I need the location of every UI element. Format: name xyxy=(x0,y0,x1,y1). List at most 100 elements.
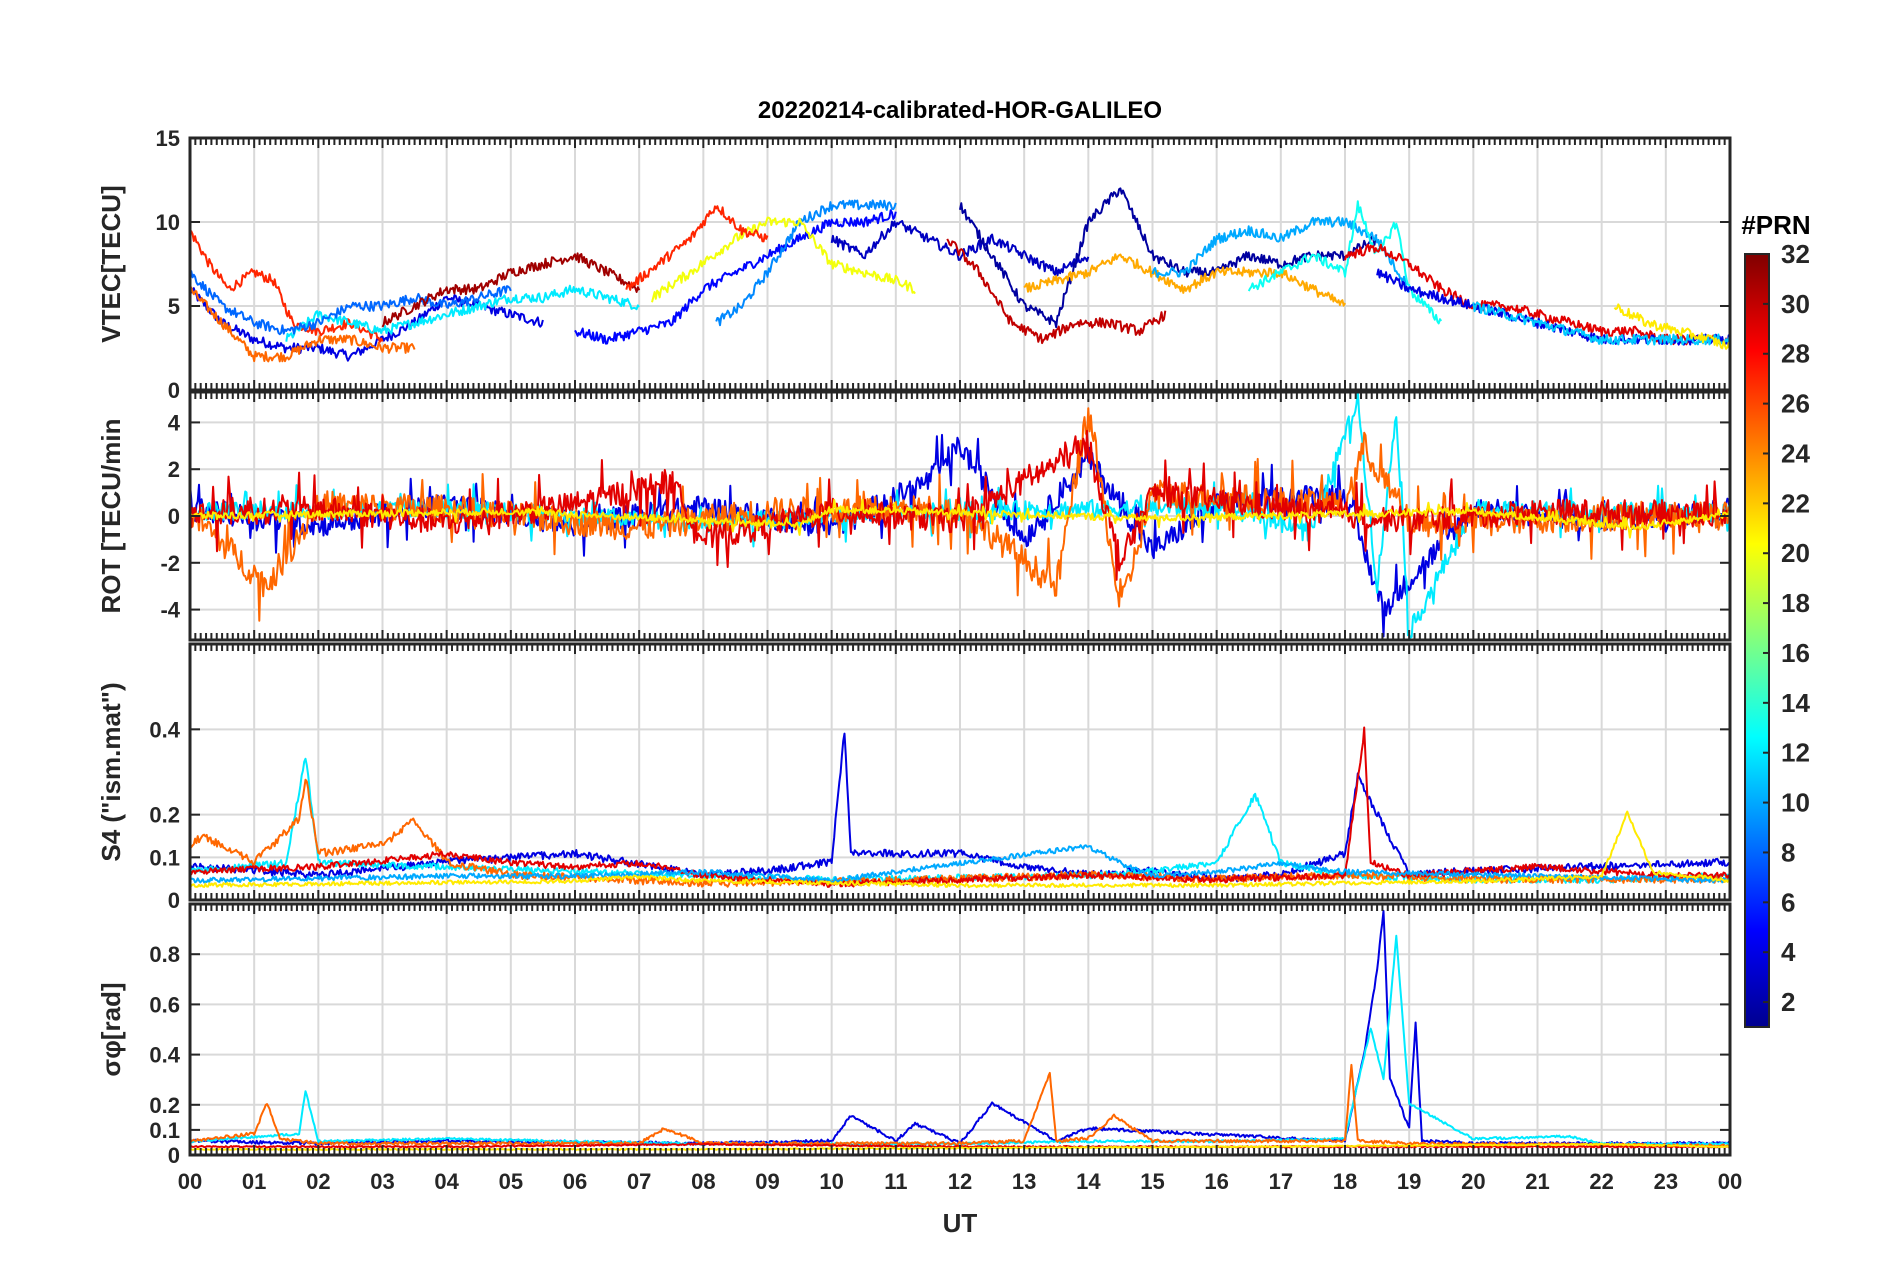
x-tick-label: 12 xyxy=(948,1169,972,1194)
x-tick-label: 03 xyxy=(370,1169,394,1194)
x-tick-label: 05 xyxy=(499,1169,523,1194)
panel-vtec-ytick-label: 10 xyxy=(156,210,180,235)
panel-sigma-ytick-label: 0 xyxy=(168,1143,180,1168)
panel-vtec-ylabel: VTEC[TECU] xyxy=(96,185,126,342)
panel-rot-ytick-label: 0 xyxy=(168,504,180,529)
x-axis-label: UT xyxy=(943,1208,978,1238)
panel-s4-ytick-label: 0 xyxy=(168,888,180,913)
x-tick-label: 08 xyxy=(691,1169,715,1194)
panel-vtec-series-6-prn-5 xyxy=(574,209,897,345)
panel-rot-series-4-prn-21 xyxy=(190,498,1730,539)
panel-rot-ytick-label: -2 xyxy=(160,551,180,576)
panel-s4-ytick-label: 0.2 xyxy=(149,803,180,828)
chart-title: 20220214-calibrated-HOR-GALILEO xyxy=(758,97,1162,124)
panel-s4: 0 0.1 0.2 0.4 S4 ("ism.mat") xyxy=(96,642,1732,913)
colorbar-tick-label: 28 xyxy=(1781,339,1810,369)
colorbar-tick-label: 24 xyxy=(1781,438,1810,468)
panel-vtec-series-15-prn-13 xyxy=(1247,200,1443,325)
colorbar-tick-label: 8 xyxy=(1781,837,1795,867)
panel-vtec-series-1-prn-27 xyxy=(190,229,384,343)
panel-vtec-series-10-prn-3 xyxy=(830,220,1090,277)
colorbar-gradient-bar xyxy=(1744,253,1770,1028)
panel-vtec-series-19-prn-21 xyxy=(1613,303,1730,353)
panel-vtec-ytick-label: 15 xyxy=(156,126,180,151)
panel-vtec-series-14-prn-10 xyxy=(1151,216,1411,293)
x-tick-label: 00 xyxy=(178,1169,202,1194)
panel-s4-ytick-label: 0.1 xyxy=(149,845,180,870)
panel-rot-ytick-label: -4 xyxy=(160,598,180,623)
panel-s4-ylabel: S4 ("ism.mat") xyxy=(96,682,126,861)
panel-rot: -4 -2 0 2 4 ROT [TECU/min xyxy=(96,390,1732,642)
x-tick-label: 18 xyxy=(1333,1169,1357,1194)
x-tick-label: 23 xyxy=(1654,1169,1678,1194)
x-tick-label: 00 xyxy=(1718,1169,1742,1194)
panel-vtec-series-9-prn-27 xyxy=(625,205,769,291)
panel-rot-ytick-label: 2 xyxy=(168,457,180,482)
colorbar-tick-label: 2 xyxy=(1781,987,1795,1017)
x-tick-label: 21 xyxy=(1525,1169,1549,1194)
panel-s4-series xyxy=(190,726,1730,889)
panel-vtec-series-2-prn-25 xyxy=(190,286,416,363)
x-tick-label: 14 xyxy=(1076,1169,1101,1194)
colorbar-tick-label: 10 xyxy=(1781,788,1810,818)
colorbar-title: #PRN xyxy=(1741,210,1810,240)
panel-vtec-series-13-prn-23 xyxy=(1023,253,1346,307)
colorbar-tick-label: 16 xyxy=(1781,638,1810,668)
x-tick-label: 19 xyxy=(1397,1169,1421,1194)
panel-sigma-ylabel: σφ[rad] xyxy=(96,982,126,1076)
x-tick-label: 22 xyxy=(1589,1169,1613,1194)
panel-rot-series xyxy=(190,392,1730,639)
x-tick-label: 17 xyxy=(1269,1169,1293,1194)
panel-sigma-ytick-label: 0.6 xyxy=(149,992,180,1017)
x-tick-label: 04 xyxy=(434,1169,459,1194)
x-tick-label: 07 xyxy=(627,1169,651,1194)
colorbar-tick-label: 26 xyxy=(1781,389,1810,419)
x-tick-label: 06 xyxy=(563,1169,587,1194)
panel-vtec-series-11-prn-2 xyxy=(959,187,1378,329)
colorbar-tick-label: 4 xyxy=(1781,937,1796,967)
panel-sigma-ytick-label: 0.8 xyxy=(149,942,180,967)
colorbar-tick-label: 32 xyxy=(1781,239,1810,269)
panel-vtec-series-8-prn-20 xyxy=(651,216,916,303)
panel-vtec-series-7-prn-9 xyxy=(715,199,897,327)
x-tick-label: 15 xyxy=(1140,1169,1164,1194)
panel-vtec-ytick-label: 5 xyxy=(168,294,180,319)
x-tick-label: 11 xyxy=(884,1169,907,1194)
x-tick-label: 02 xyxy=(306,1169,330,1194)
panel-vtec-series-5-prn-31 xyxy=(381,252,641,328)
panel-s4-ytick-label: 0.4 xyxy=(149,717,180,742)
colorbar: #PRN 32 30 28 26 24 22 20 18 16 14 12 10 8 6 4 2 xyxy=(1741,210,1811,1028)
colorbar-tick-label: 22 xyxy=(1781,488,1810,518)
x-tick-label: 16 xyxy=(1204,1169,1228,1194)
panel-vtec-series-12-prn-30 xyxy=(946,238,1167,345)
panel-vtec-series-3-prn-12 xyxy=(285,284,640,342)
colorbar-tick-label: 12 xyxy=(1781,738,1810,768)
panel-sigma: 00.10.2 0.4 0.6 0.8 σφ[rad] xyxy=(96,902,1732,1168)
panel-rot-ylabel: ROT [TECU/min xyxy=(96,419,126,614)
colorbar-ticks: 32 30 28 26 24 22 20 18 16 14 12 10 8 6 4 2 xyxy=(1763,239,1810,1017)
panel-s4-series-4-prn-10 xyxy=(190,844,1730,884)
panel-vtec-ytick-label: 0 xyxy=(168,378,180,403)
panel-vtec: 0 5 10 15 VTEC[TECU] xyxy=(96,126,1732,403)
panel-vtec-series xyxy=(190,187,1730,363)
panel-s4-series-5-prn-21 xyxy=(190,810,1730,889)
colorbar-tick-label: 14 xyxy=(1781,688,1810,718)
colorbar-tick-label: 20 xyxy=(1781,538,1810,568)
x-tick-label: 13 xyxy=(1012,1169,1036,1194)
x-tick-label: 10 xyxy=(819,1169,843,1194)
panel-rot-ytick-label: 4 xyxy=(168,410,181,435)
colorbar-tick-label: 30 xyxy=(1781,289,1810,319)
panel-vtec-series-18-prn-11 xyxy=(1472,301,1730,346)
panel-vtec-series-4-prn-8 xyxy=(190,270,512,336)
colorbar-tick-label: 6 xyxy=(1781,887,1795,917)
x-tick-label: 20 xyxy=(1461,1169,1485,1194)
x-tick-label: 09 xyxy=(755,1169,779,1194)
panel-sigma-ytick-label: 0.1 xyxy=(149,1118,180,1143)
panel-s4-series-0-prn-4 xyxy=(190,732,1730,883)
panel-sigma-ytick-label: 0.2 xyxy=(149,1093,180,1118)
x-tick-label: 01 xyxy=(242,1169,266,1194)
colorbar-tick-label: 18 xyxy=(1781,588,1810,618)
panel-sigma-ytick-label: 0.4 xyxy=(149,1043,180,1068)
